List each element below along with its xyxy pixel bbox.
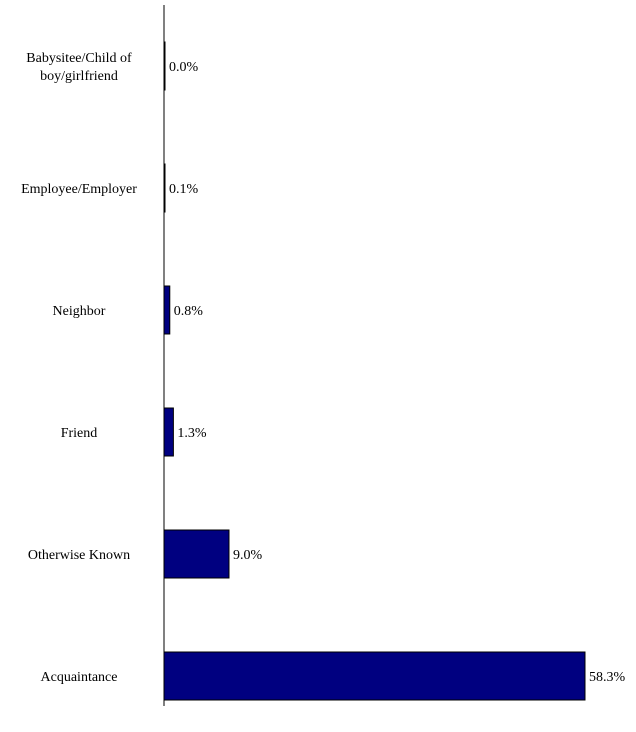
bar-1 xyxy=(163,163,166,213)
category-label-line: Otherwise Known xyxy=(28,548,130,563)
bar-4 xyxy=(163,529,230,579)
category-label-5: Acquaintance xyxy=(41,670,118,685)
bars-group xyxy=(163,41,586,701)
category-label-line: Neighbor xyxy=(53,304,106,319)
category-label-line: Friend xyxy=(61,426,98,441)
value-label-2: 0.8% xyxy=(174,304,204,319)
category-label-2: Neighbor xyxy=(53,304,106,319)
category-label-line: boy/girlfriend xyxy=(40,69,118,84)
value-label-3: 1.3% xyxy=(177,426,207,441)
category-label-0: Babysitee/Child of boy/girlfriend xyxy=(26,51,132,84)
value-labels-group: 0.0% 0.1% 0.8% 1.3% 9.0% 58.3% xyxy=(169,60,626,685)
bar-5 xyxy=(163,651,586,701)
category-label-line: Babysitee/Child of xyxy=(26,51,132,66)
category-label-line: Acquaintance xyxy=(41,670,118,685)
value-label-4: 9.0% xyxy=(233,548,263,563)
value-label-0: 0.0% xyxy=(169,60,199,75)
bar-0 xyxy=(163,41,166,91)
value-label-5: 58.3% xyxy=(589,670,626,685)
category-labels-group: Babysitee/Child of boy/girlfriend Employee… xyxy=(21,51,137,685)
category-label-3: Friend xyxy=(61,426,98,441)
category-label-1: Employee/Employer xyxy=(21,182,137,197)
bar-2 xyxy=(163,285,171,335)
value-label-1: 0.1% xyxy=(169,182,199,197)
category-label-line: Employee/Employer xyxy=(21,182,137,197)
bar-3 xyxy=(163,407,174,457)
category-label-4: Otherwise Known xyxy=(28,548,130,563)
